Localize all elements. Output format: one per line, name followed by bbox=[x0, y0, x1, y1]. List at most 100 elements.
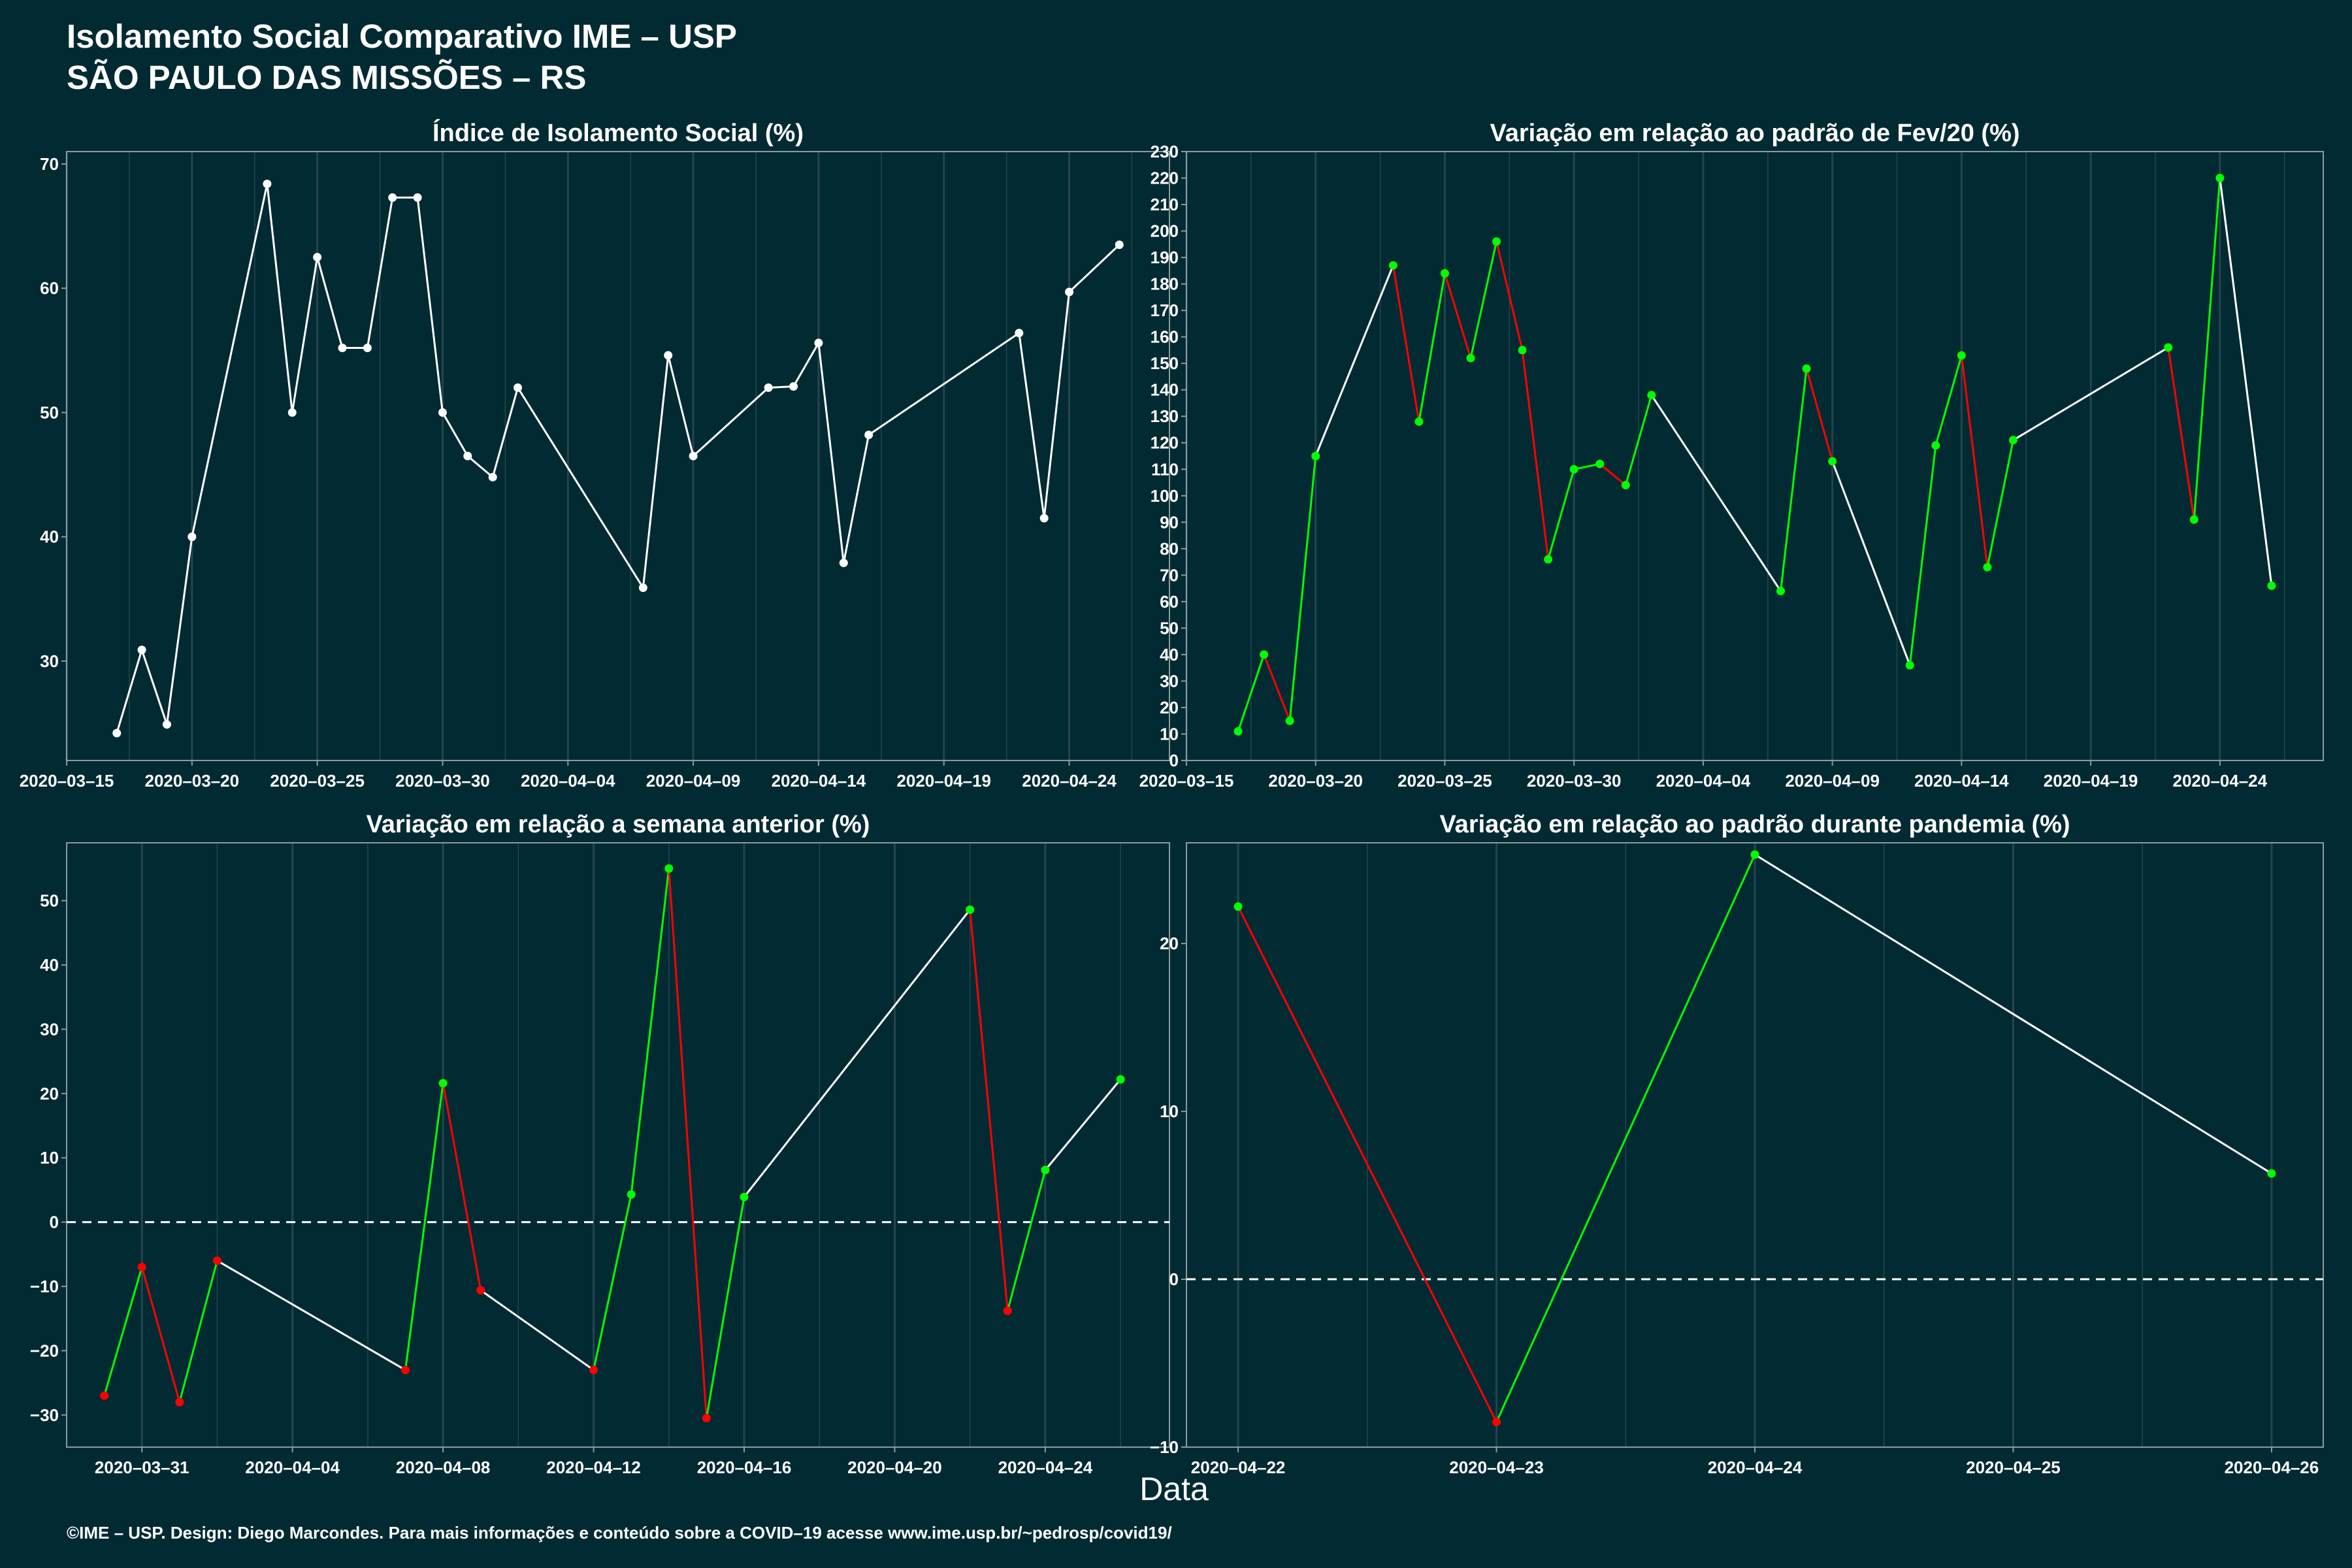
data-point bbox=[1776, 587, 1786, 596]
y-tick-label: 0 bbox=[1169, 1269, 1179, 1289]
series-segment bbox=[441, 411, 469, 457]
series-segment bbox=[404, 1082, 444, 1371]
series-segment bbox=[1043, 291, 1071, 519]
data-point bbox=[1647, 391, 1656, 400]
data-point bbox=[463, 451, 472, 461]
series-segment bbox=[1831, 460, 1911, 666]
data-point bbox=[702, 1414, 711, 1423]
series-segment bbox=[667, 354, 694, 457]
series-segment bbox=[1237, 653, 1266, 732]
plot-frame bbox=[66, 151, 1170, 761]
y-tick-label: 40 bbox=[40, 955, 59, 975]
series-segment bbox=[140, 649, 168, 726]
data-point bbox=[1931, 441, 1940, 450]
data-point bbox=[1116, 1075, 1125, 1084]
x-tick-label: 2020–04–19 bbox=[2044, 771, 2138, 791]
data-point bbox=[1466, 353, 1475, 363]
data-point bbox=[1492, 1417, 1501, 1426]
data-point bbox=[488, 472, 497, 482]
x-tick-label: 2020–04–08 bbox=[396, 1458, 491, 1477]
x-tick-label: 2020–04–16 bbox=[697, 1458, 792, 1477]
data-point bbox=[839, 559, 848, 568]
series-segment bbox=[1495, 853, 1756, 1423]
data-point bbox=[1388, 261, 1397, 270]
series-segment bbox=[216, 1260, 406, 1371]
data-point bbox=[589, 1365, 598, 1375]
data-point bbox=[1518, 346, 1527, 355]
y-tick-label: 60 bbox=[1160, 592, 1179, 612]
series-segment bbox=[2193, 177, 2221, 521]
series-segment bbox=[1392, 264, 1420, 423]
series-segment bbox=[116, 649, 143, 734]
data-point bbox=[1115, 240, 1124, 250]
x-tick-label: 2020–04–14 bbox=[772, 771, 866, 791]
series-segment bbox=[178, 1260, 218, 1403]
data-point bbox=[764, 383, 773, 392]
footer-credits: ©IME – USP. Design: Diego Marcondes. Par… bbox=[67, 1523, 1172, 1543]
series-segment bbox=[191, 182, 269, 538]
plot-frame bbox=[66, 842, 1170, 1448]
data-point bbox=[175, 1397, 184, 1407]
data-point bbox=[287, 408, 297, 417]
series-segment bbox=[165, 536, 193, 726]
figure-title-line1: Isolamento Social Comparativo IME – USP bbox=[67, 18, 737, 55]
series-segment bbox=[668, 867, 708, 1420]
series-segment bbox=[466, 455, 494, 478]
x-tick-label: 2020–04–24 bbox=[1708, 1458, 1803, 1477]
y-tick-label: 60 bbox=[40, 278, 59, 298]
series-segment bbox=[1547, 468, 1575, 561]
y-tick-label: 0 bbox=[50, 1213, 59, 1232]
series-segment bbox=[266, 182, 293, 414]
series-segment bbox=[366, 196, 394, 350]
y-tick-label: 110 bbox=[1151, 459, 1179, 479]
series-segment bbox=[1908, 444, 1937, 666]
x-axis-label-text: Data bbox=[1139, 1471, 1209, 1507]
series-segment bbox=[705, 1196, 745, 1420]
data-point bbox=[388, 193, 397, 202]
series-segment bbox=[1495, 240, 1524, 351]
data-point bbox=[740, 1192, 749, 1201]
y-tick-label: 160 bbox=[1151, 327, 1179, 347]
y-tick-label: 30 bbox=[40, 1019, 59, 1039]
series-segment bbox=[316, 256, 344, 350]
x-tick-label: 2020–03–15 bbox=[1139, 771, 1234, 791]
chart-panel-2: Variação em relação ao padrão de Fev/20 … bbox=[1139, 120, 2324, 791]
y-tick-label: 70 bbox=[40, 154, 59, 174]
x-tick-label: 2020–04–26 bbox=[2225, 1458, 2319, 1477]
data-point bbox=[638, 583, 647, 593]
data-point bbox=[1802, 364, 1811, 373]
data-point bbox=[2267, 1169, 2276, 1178]
series-segment bbox=[1068, 244, 1120, 293]
x-tick-label: 2020–04–04 bbox=[521, 771, 615, 791]
data-point bbox=[476, 1286, 485, 1295]
data-point bbox=[789, 382, 798, 391]
series-segment bbox=[1521, 349, 1550, 561]
data-point bbox=[1621, 481, 1630, 490]
series-segment bbox=[480, 1289, 595, 1371]
series-segment bbox=[817, 342, 845, 564]
data-point bbox=[1957, 351, 1966, 360]
series-segment bbox=[1263, 653, 1291, 722]
data-point bbox=[1233, 902, 1243, 911]
plot-frame bbox=[1186, 151, 2324, 761]
y-tick-label: 10 bbox=[1160, 1102, 1179, 1121]
x-tick-label: 2020–03–25 bbox=[270, 771, 365, 791]
data-point bbox=[313, 253, 322, 262]
data-point bbox=[664, 351, 673, 360]
data-point bbox=[363, 344, 372, 353]
series-segment bbox=[1960, 354, 1989, 568]
data-point bbox=[438, 1079, 448, 1088]
series-segment bbox=[743, 908, 972, 1198]
y-tick-label: 200 bbox=[1151, 221, 1179, 241]
data-point bbox=[2215, 174, 2225, 183]
series-segment bbox=[1006, 1169, 1047, 1312]
data-point bbox=[689, 451, 698, 461]
data-point bbox=[1569, 465, 1578, 474]
series-segment bbox=[416, 196, 444, 414]
data-point bbox=[1544, 555, 1553, 564]
y-tick-label: −30 bbox=[30, 1405, 59, 1425]
series-segment bbox=[2012, 346, 2170, 442]
y-tick-label: 70 bbox=[1160, 565, 1179, 585]
x-tick-label: 2020–04–09 bbox=[1785, 771, 1880, 791]
